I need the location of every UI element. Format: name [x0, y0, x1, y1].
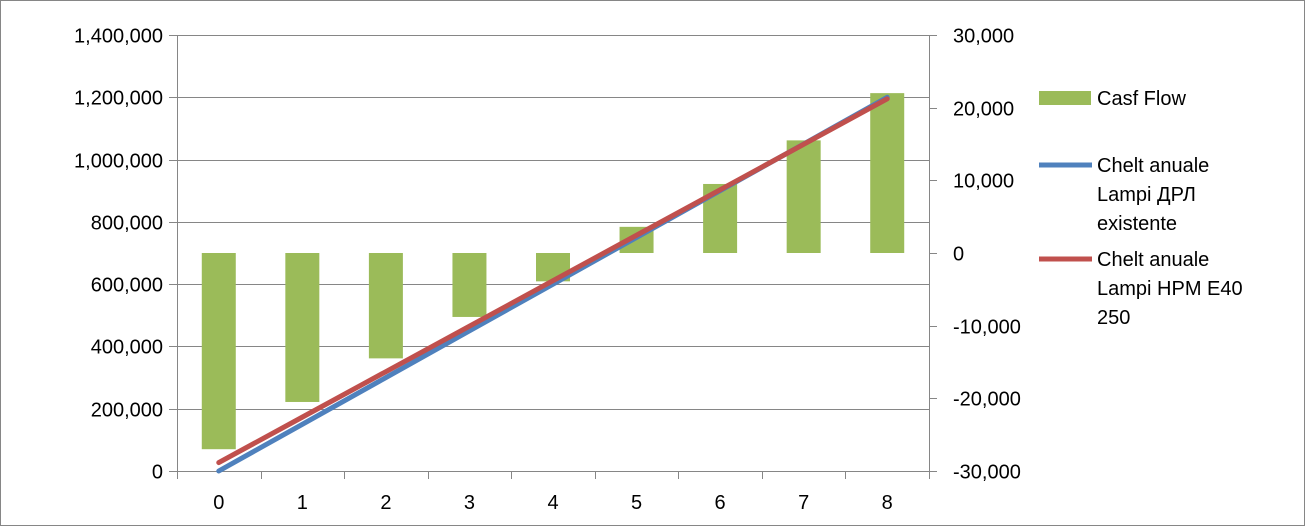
x-axis-tick-label: 8: [882, 492, 893, 514]
x-axis-tick-label: 1: [297, 492, 308, 514]
right-axis-tick-label: 30,000: [953, 26, 1014, 48]
cash-flow-bar: [285, 253, 320, 402]
right-axis-tick-label: 0: [953, 244, 964, 266]
cash-flow-bar: [368, 253, 403, 359]
left-axis-tick-label: 0: [152, 462, 163, 484]
left-axis-tick-label: 1,400,000: [74, 26, 163, 48]
legend-label: Lampi ДРЛ: [1097, 184, 1196, 206]
bar-series: [201, 93, 905, 450]
legend-label: 250: [1097, 307, 1130, 329]
legend: Casf Flow Chelt anuale Lampi ДРЛ existente C…: [1039, 88, 1243, 329]
left-axis-tick-label: 400,000: [91, 337, 163, 359]
cash-flow-bar: [201, 253, 236, 450]
right-axis-tick-label: -20,000: [953, 389, 1021, 411]
right-axis-tick-label: -30,000: [953, 462, 1021, 484]
right-axis-tick-label: -10,000: [953, 317, 1021, 339]
x-axis-tick-label: 6: [715, 492, 726, 514]
left-axis-tick-label: 1,000,000: [74, 151, 163, 173]
left-axis-tick-label: 1,200,000: [74, 88, 163, 110]
x-axis-tick-label: 4: [547, 492, 558, 514]
right-axis-tick-label: 20,000: [953, 99, 1014, 121]
legend-label: Chelt anuale: [1097, 155, 1209, 177]
left-axis-tick-label: 800,000: [91, 213, 163, 235]
legend-label: Chelt anuale: [1097, 249, 1209, 271]
x-axis-tick-label: 5: [631, 492, 642, 514]
legend-label: existente: [1097, 213, 1177, 235]
legend-label: Casf Flow: [1097, 88, 1186, 110]
axes: [169, 35, 937, 479]
legend-label: Lampi HPM E40: [1097, 278, 1243, 300]
series-line: [216, 96, 890, 466]
cash-flow-bar: [870, 93, 905, 253]
x-axis-tick-label: 2: [380, 492, 391, 514]
line-series: [216, 94, 890, 474]
left-axis-tick-label: 200,000: [91, 400, 163, 422]
right-axis-tick-label: 10,000: [953, 171, 1014, 193]
cash-flow-bar: [786, 140, 821, 253]
x-axis-tick-label: 0: [213, 492, 224, 514]
tick-labels: 0 200,000 400,000 600,000 800,000 1,000,000 1,…: [74, 26, 1021, 515]
legend-bar-marker: [1039, 91, 1091, 105]
cash-flow-bar: [452, 253, 487, 317]
x-axis-tick-label: 7: [798, 492, 809, 514]
left-axis-tick-label: 600,000: [91, 275, 163, 297]
x-axis-tick-label: 3: [464, 492, 475, 514]
